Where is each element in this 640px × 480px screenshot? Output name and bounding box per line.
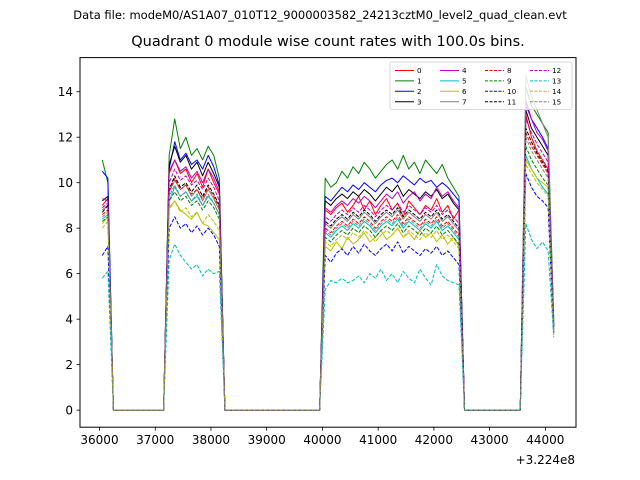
- x-axis: 36000 37000 38000 39000 40000 41000 42000 43000…: [80, 427, 564, 447]
- y-tick-label: 10: [58, 176, 73, 190]
- legend-label-8: 8: [507, 66, 512, 75]
- legend-label-9: 9: [507, 77, 512, 86]
- legend-label-10: 10: [507, 87, 517, 96]
- legend-label-2: 2: [417, 87, 422, 96]
- y-tick-label: 14: [58, 85, 73, 99]
- y-axis: 0 2 4 6 8 10 12 14: [58, 85, 80, 417]
- legend-label-1: 1: [417, 77, 422, 86]
- legend-label-14: 14: [552, 87, 562, 96]
- legend-box: [389, 61, 573, 110]
- x-tick-label: 43000: [471, 433, 509, 447]
- x-axis-offset-label: +3.224e8: [516, 453, 575, 467]
- x-tick-label: 37000: [136, 433, 174, 447]
- x-tick-label: 40000: [303, 433, 341, 447]
- y-tick-label: 8: [65, 221, 73, 235]
- legend-label-4: 4: [462, 66, 467, 75]
- legend-label-3: 3: [417, 97, 422, 106]
- y-tick-label: 12: [58, 131, 73, 145]
- legend-label-11: 11: [507, 97, 516, 106]
- legend-label-15: 15: [552, 97, 561, 106]
- series-line-7: [101, 75, 555, 411]
- y-tick-label: 0: [65, 403, 73, 417]
- x-tick-label: 44000: [526, 433, 564, 447]
- x-tick-label: 38000: [192, 433, 230, 447]
- axes-frame: [79, 57, 577, 428]
- legend-label-0: 0: [417, 66, 422, 75]
- series-line-13: [101, 223, 555, 411]
- series-line-9: [101, 145, 555, 411]
- series-line-3: [101, 109, 555, 411]
- x-tick-label: 36000: [80, 433, 118, 447]
- series-line-12: [101, 118, 555, 411]
- legend-label-6: 6: [462, 87, 467, 96]
- series-line-8: [101, 132, 555, 411]
- legend-label-5: 5: [462, 77, 467, 86]
- legend-label-12: 12: [552, 66, 561, 75]
- chart-title: Quadrant 0 module wise count rates with …: [131, 34, 525, 50]
- x-tick-label: 41000: [359, 433, 397, 447]
- series-line-14: [101, 164, 555, 411]
- series-line-0: [101, 113, 555, 411]
- y-tick-label: 4: [65, 312, 73, 326]
- legend-label-7: 7: [462, 97, 467, 106]
- y-tick-label: 6: [65, 267, 73, 281]
- legend-label-13: 13: [552, 77, 561, 86]
- x-tick-label: 42000: [415, 433, 453, 447]
- series-layer: [101, 75, 555, 411]
- series-line-15: [101, 136, 555, 411]
- figure-suptitle: Data file: modeM0/AS1A07_010T12_90000035…: [73, 8, 567, 22]
- x-tick-label: 39000: [248, 433, 286, 447]
- y-tick-label: 2: [65, 358, 73, 372]
- series-line-10: [101, 173, 555, 411]
